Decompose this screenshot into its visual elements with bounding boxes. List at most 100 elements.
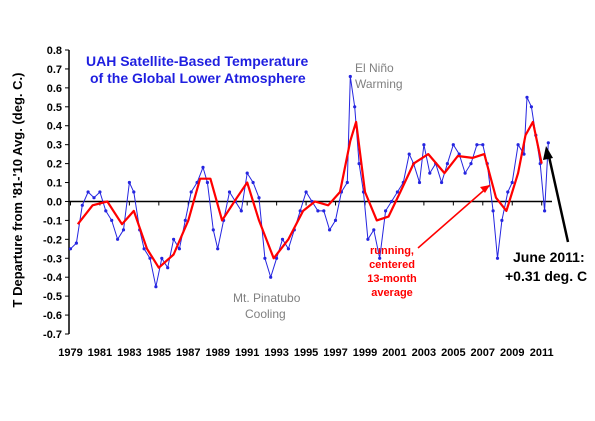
- y-tick-label: 0.6: [47, 83, 62, 95]
- monthly-data-point: [372, 228, 376, 232]
- monthly-data-point: [316, 209, 320, 213]
- monthly-data-point: [529, 105, 534, 109]
- y-tick-label: 0.5: [47, 102, 62, 114]
- monthly-data-point: [263, 256, 267, 260]
- monthly-data-point: [357, 162, 361, 166]
- running-average-arrowhead: [480, 185, 490, 193]
- x-tick-label: 1993: [264, 347, 288, 359]
- june-2011-arrowhead: [543, 146, 553, 160]
- monthly-data-point: [451, 143, 455, 147]
- monthly-data-point: [148, 256, 152, 260]
- monthly-data-point: [132, 190, 136, 194]
- monthly-data-point: [510, 180, 514, 185]
- monthly-data-point: [257, 196, 261, 200]
- monthly-data-point: [166, 266, 170, 270]
- monthly-data-point: [80, 203, 84, 207]
- monthly-data-point: [463, 171, 467, 175]
- y-tick-label: 0.0: [47, 196, 62, 208]
- y-tick-label: -0.7: [43, 329, 62, 341]
- running-average-label-line-2: centered: [369, 259, 415, 271]
- monthly-data-point: [348, 74, 352, 79]
- y-tick-labels: 0.8 0.7 0.6 0.5 0.4 0.3 0.2 0.1 0.0 -0.1 -0.2 -0.3 -…: [43, 45, 63, 341]
- monthly-data-point: [177, 247, 181, 251]
- monthly-data-point: [522, 152, 526, 156]
- running-average-label-line-1: running,: [370, 245, 414, 257]
- chart-title-line-1: UAH Satellite-Based Temperature: [86, 53, 308, 69]
- x-tick-label: 1981: [88, 347, 112, 359]
- monthly-data-point: [328, 228, 332, 232]
- monthly-data-point: [172, 237, 176, 241]
- pinatubo-label-line-1: Mt. Pinatubo: [233, 291, 301, 305]
- monthly-data-point: [275, 256, 279, 260]
- chart-title-line-2: of the Global Lower Atmosphere: [90, 70, 306, 86]
- x-tick-label: 2005: [441, 347, 465, 359]
- x-tick-label: 1999: [353, 347, 377, 359]
- monthly-data-point: [280, 237, 285, 241]
- monthly-data-point: [407, 152, 411, 156]
- monthly-data-point: [525, 95, 529, 99]
- monthly-data-point: [205, 180, 209, 185]
- running-average-label-line-4: average: [371, 287, 413, 299]
- monthly-data-point: [384, 209, 388, 213]
- x-tick-label: 1987: [176, 347, 200, 359]
- x-tick-label: 1997: [323, 347, 347, 359]
- monthly-data-point: [353, 105, 357, 109]
- monthly-data-point: [475, 143, 479, 147]
- monthly-data-point: [469, 162, 473, 166]
- monthly-data-point: [298, 209, 302, 213]
- x-tick-label: 2007: [471, 347, 495, 359]
- y-tick-label: -0.3: [43, 253, 62, 265]
- x-tick-label: 1995: [294, 347, 318, 359]
- monthly-data-point: [345, 180, 349, 185]
- monthly-data-point: [506, 190, 510, 194]
- y-tick-label: -0.4: [43, 272, 63, 284]
- monthly-data-point: [546, 141, 550, 145]
- monthly-data-point: [127, 180, 131, 185]
- monthly-data-point: [422, 143, 426, 147]
- monthly-data-point: [516, 143, 520, 147]
- june-2011-arrow: [546, 151, 570, 243]
- pinatubo-label-line-2: Cooling: [245, 307, 286, 321]
- monthly-data-point: [440, 180, 444, 185]
- x-tick-label: 1983: [117, 347, 141, 359]
- monthly-data-point: [74, 241, 78, 245]
- monthly-data-point: [304, 190, 308, 194]
- el-nino-label-line-1: El Niño: [355, 61, 394, 75]
- monthly-data-point: [457, 152, 461, 156]
- x-tick-label: 2009: [500, 347, 524, 359]
- monthly-data-point: [389, 199, 394, 204]
- monthly-data-point: [417, 180, 422, 185]
- monthly-data-point: [333, 218, 338, 222]
- monthly-data-point: [201, 165, 205, 169]
- running-average-label-line-3: 13-month: [367, 273, 417, 285]
- monthly-data-point: [86, 190, 90, 194]
- monthly-data-point: [216, 247, 220, 251]
- average-series: [76, 120, 543, 269]
- monthly-series-line: [70, 76, 549, 287]
- monthly-data-point: [286, 247, 290, 251]
- monthly-data-point: [239, 209, 243, 213]
- x-tick-label: 2011: [530, 347, 554, 359]
- monthly-data-point: [251, 180, 255, 185]
- monthly-series: [68, 74, 550, 289]
- x-tick-label: 2003: [412, 347, 436, 359]
- y-tick-label: -0.6: [43, 310, 62, 322]
- monthly-data-point: [189, 190, 193, 194]
- y-tick-label: 0.8: [47, 45, 62, 57]
- monthly-data-point: [378, 256, 382, 260]
- monthly-data-point: [491, 209, 495, 213]
- monthly-data-point: [428, 171, 432, 175]
- monthly-data-point: [110, 218, 114, 222]
- x-tick-label: 1985: [147, 347, 171, 359]
- monthly-data-point: [269, 275, 273, 279]
- monthly-data-point: [495, 256, 500, 260]
- monthly-data-point: [500, 218, 504, 222]
- monthly-data-point: [366, 237, 370, 241]
- monthly-data-point: [104, 209, 108, 213]
- y-axis-label: T Departure from '81-'10 Avg. (deg. C.): [10, 73, 25, 308]
- monthly-data-point: [245, 171, 249, 175]
- monthly-data-point: [211, 228, 215, 232]
- y-tick-label: -0.5: [43, 291, 62, 303]
- june-2011-label-line-2: +0.31 deg. C: [505, 268, 587, 284]
